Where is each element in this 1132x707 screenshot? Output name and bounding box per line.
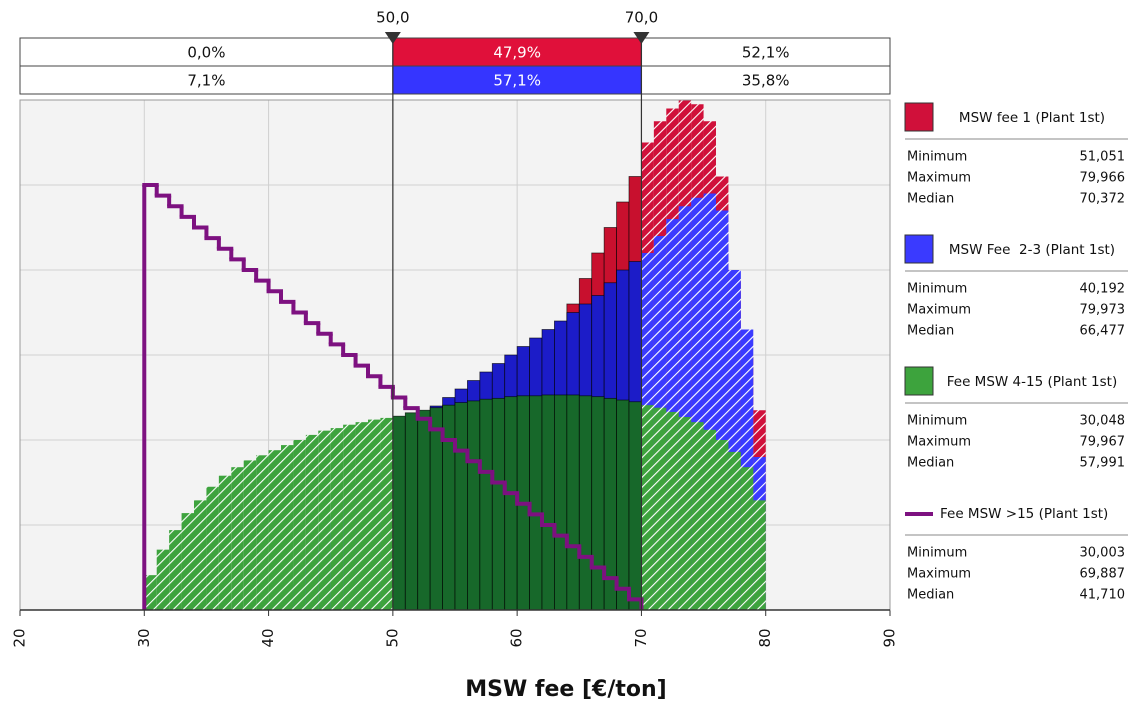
delimiter-marker[interactable] — [633, 32, 650, 44]
histogram-bar — [653, 407, 667, 610]
stat-value: 66,477 — [1080, 324, 1126, 339]
x-tick-label: 40 — [259, 628, 277, 647]
histogram-bar — [243, 460, 257, 610]
stat-value: 30,048 — [1080, 414, 1126, 429]
stat-value: 40,192 — [1080, 282, 1126, 297]
x-tick-label: 60 — [508, 628, 526, 647]
histogram-bar — [144, 575, 157, 610]
histogram-bar — [728, 451, 741, 610]
histogram-bar — [330, 428, 344, 610]
stat-name: Minimum — [907, 546, 967, 561]
histogram-bar — [392, 415, 406, 611]
stat-name: Minimum — [907, 150, 967, 165]
histogram-bar — [554, 394, 568, 611]
stat-value: 79,966 — [1080, 171, 1126, 186]
stat-name: Median — [907, 456, 954, 471]
histogram-bar — [368, 419, 381, 610]
delimiter-value: 47,9% — [493, 44, 541, 62]
histogram-bar — [678, 417, 692, 610]
histogram-bar — [467, 400, 481, 611]
stat-value: 30,003 — [1080, 546, 1126, 561]
legend-swatch — [904, 234, 934, 264]
histogram-bar — [628, 401, 642, 611]
histogram-bar — [404, 412, 419, 611]
x-tick-label: 30 — [135, 628, 153, 647]
x-tick-label: 50 — [383, 628, 401, 647]
histogram-bar — [691, 422, 704, 610]
histogram-bar — [293, 440, 306, 610]
histogram-bar — [156, 549, 170, 610]
histogram-bar — [641, 405, 654, 610]
delimiter-label: 70,0 — [625, 9, 658, 27]
histogram-bar — [666, 411, 679, 610]
stat-name: Median — [907, 324, 954, 339]
histogram-bar — [716, 440, 729, 610]
delimiter-cell — [640, 65, 891, 95]
histogram-bar — [578, 395, 593, 611]
stat-value: 79,967 — [1080, 435, 1126, 450]
histogram-bar — [181, 513, 194, 610]
histogram-bar — [753, 500, 766, 610]
histogram-bar — [491, 397, 506, 611]
histogram-bar — [206, 486, 219, 610]
stat-value: 69,887 — [1080, 567, 1126, 582]
histogram-bar — [740, 467, 754, 610]
delimiter-cell — [392, 65, 642, 95]
legend-swatch — [904, 102, 934, 132]
legend-label: Fee MSW >15 (Plant 1st) — [940, 506, 1108, 522]
delimiter-value: 52,1% — [742, 44, 790, 62]
delimiter-value: 7,1% — [187, 72, 225, 90]
stat-value: 57,991 — [1080, 456, 1126, 471]
histogram-bar — [194, 500, 207, 610]
legend-label: MSW Fee 2-3 (Plant 1st) — [949, 242, 1115, 258]
x-tick-label: 70 — [632, 628, 650, 647]
delimiter-value: 57,1% — [493, 72, 541, 90]
x-tick-label: 80 — [756, 628, 774, 647]
stat-value: 41,710 — [1080, 588, 1126, 603]
histogram-bar — [703, 429, 716, 610]
delimiter-cell — [19, 37, 394, 67]
stat-name: Maximum — [907, 435, 971, 450]
x-tick-label: 20 — [11, 628, 29, 647]
legend-label: MSW fee 1 (Plant 1st) — [959, 110, 1105, 126]
histogram-bar — [169, 530, 182, 610]
stat-name: Median — [907, 192, 954, 207]
stat-value: 79,973 — [1080, 303, 1126, 318]
histogram-bar — [268, 450, 281, 610]
stat-value: 70,372 — [1080, 192, 1126, 207]
histogram-bar — [256, 455, 269, 610]
histogram-bar — [343, 424, 356, 610]
stat-name: Minimum — [907, 414, 967, 429]
histogram-bar — [417, 409, 431, 611]
legend-swatch — [904, 366, 934, 396]
stat-name: Maximum — [907, 171, 971, 186]
histogram-bar — [355, 422, 368, 610]
histogram-bar — [541, 394, 555, 611]
histogram-bar — [566, 394, 580, 611]
histogram-bar — [380, 417, 393, 610]
stat-name: Median — [907, 588, 954, 603]
histogram-bar — [479, 398, 493, 611]
delimiter-value: 0,0% — [187, 44, 225, 62]
stat-name: Maximum — [907, 303, 971, 318]
x-axis-title: MSW fee [€/ton] — [465, 677, 666, 702]
histogram-bar — [218, 475, 232, 610]
histogram-bar — [305, 434, 319, 610]
histogram-bar — [454, 402, 468, 611]
histogram-bar — [318, 430, 331, 610]
legend-label: Fee MSW 4-15 (Plant 1st) — [947, 374, 1117, 390]
histogram-bar — [281, 445, 294, 610]
delimiter-cell — [19, 65, 394, 95]
x-tick-label: 90 — [881, 628, 899, 647]
histogram-bar — [231, 467, 244, 610]
stat-name: Maximum — [907, 567, 971, 582]
stat-name: Minimum — [907, 282, 967, 297]
stat-value: 51,051 — [1080, 150, 1126, 165]
delimiter-value: 35,8% — [742, 72, 790, 90]
delimiter-label: 50,0 — [376, 9, 409, 27]
delimiter-marker[interactable] — [384, 32, 401, 44]
